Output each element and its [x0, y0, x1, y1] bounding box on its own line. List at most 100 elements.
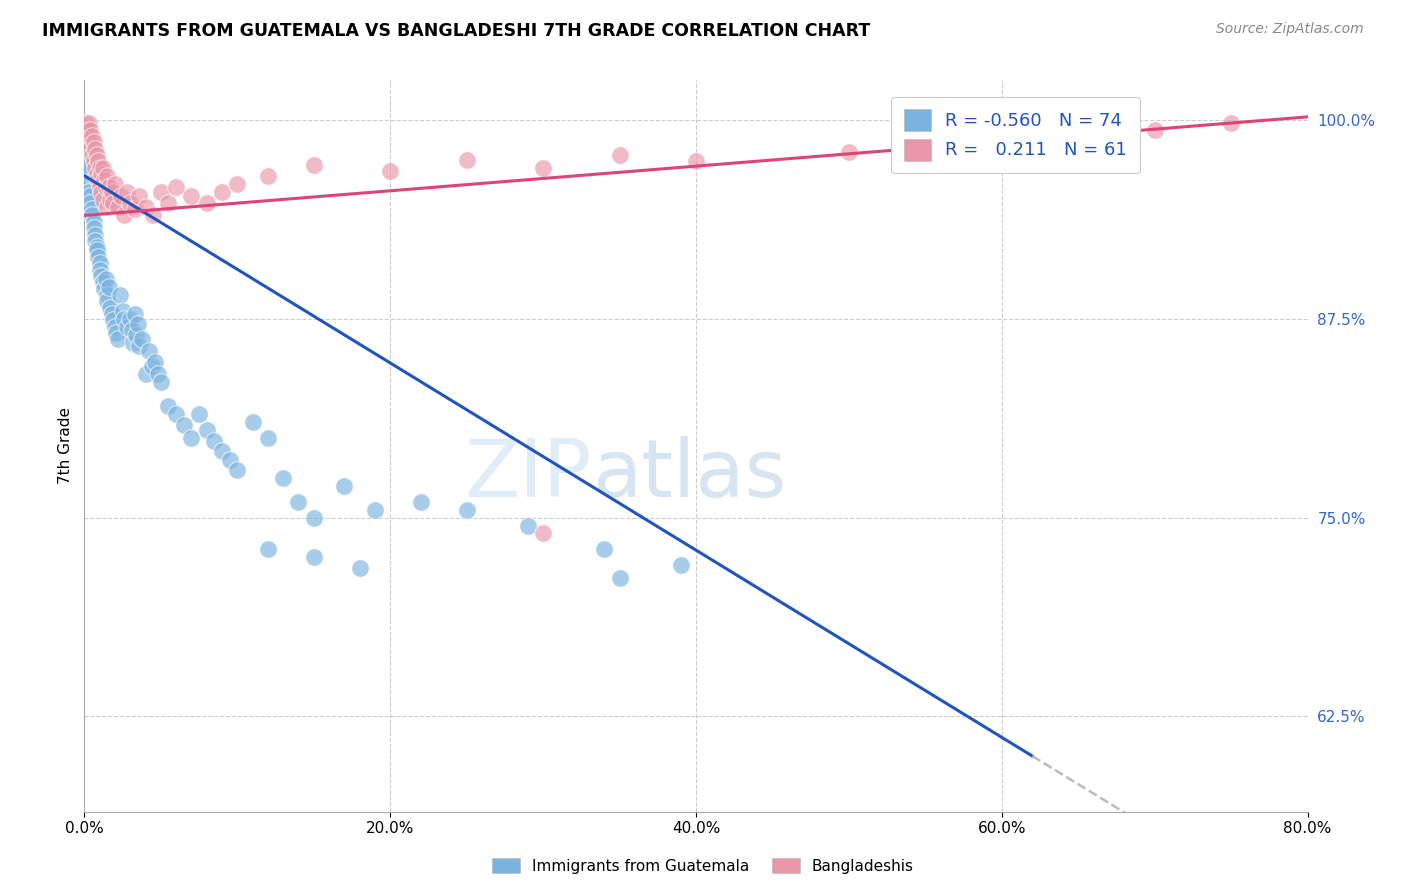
Point — [90, 268, 112, 283]
Point — [146, 368, 169, 382]
Point — [516, 518, 538, 533]
Point — [97, 280, 120, 294]
Point — [94, 179, 117, 194]
Point — [76, 157, 98, 171]
Text: Source: ZipAtlas.com: Source: ZipAtlas.com — [1216, 22, 1364, 37]
Point — [257, 169, 280, 183]
Point — [76, 122, 98, 136]
Point — [104, 319, 127, 334]
Point — [80, 209, 103, 223]
Point — [173, 418, 195, 433]
Point — [302, 157, 325, 171]
Point — [202, 434, 225, 449]
Point — [76, 128, 98, 143]
Point — [87, 154, 110, 169]
Point — [80, 128, 103, 143]
Point — [838, 145, 860, 159]
Point — [90, 167, 112, 181]
Point — [80, 148, 103, 162]
Point — [91, 193, 114, 207]
Point — [90, 186, 112, 201]
Point — [287, 494, 309, 508]
Point — [84, 142, 107, 156]
Point — [141, 359, 163, 374]
Point — [165, 407, 187, 421]
Point — [79, 122, 101, 136]
Point — [149, 185, 172, 199]
Point — [87, 250, 110, 264]
Point — [97, 179, 120, 194]
Point — [218, 453, 240, 467]
Point — [89, 262, 111, 277]
Point — [364, 502, 387, 516]
Point — [83, 136, 105, 150]
Point — [135, 201, 157, 215]
Point — [142, 209, 165, 223]
Point — [84, 161, 107, 175]
Point — [157, 399, 180, 413]
Point — [79, 189, 101, 203]
Point — [1067, 128, 1090, 143]
Point — [98, 301, 121, 315]
Point — [211, 443, 233, 458]
Point — [103, 313, 125, 327]
Point — [80, 202, 103, 216]
Point — [302, 550, 325, 565]
Point — [75, 164, 97, 178]
Point — [111, 303, 134, 318]
Point — [96, 294, 118, 309]
Point — [115, 319, 138, 334]
Text: ZIP: ZIP — [464, 436, 592, 515]
Point — [271, 471, 294, 485]
Point — [226, 463, 249, 477]
Point — [83, 221, 105, 235]
Point — [101, 307, 124, 321]
Point — [120, 195, 142, 210]
Point — [211, 185, 233, 199]
Point — [685, 154, 707, 169]
Point — [77, 185, 100, 199]
Point — [86, 244, 108, 258]
Point — [93, 173, 115, 187]
Point — [456, 502, 478, 516]
Point — [669, 558, 692, 573]
Point — [112, 311, 135, 326]
Point — [89, 179, 111, 194]
Point — [1220, 116, 1243, 130]
Point — [79, 142, 101, 156]
Point — [79, 195, 101, 210]
Point — [380, 164, 402, 178]
Point — [84, 227, 107, 242]
Point — [991, 136, 1014, 150]
Legend: Immigrants from Guatemala, Bangladeshis: Immigrants from Guatemala, Bangladeshis — [486, 852, 920, 880]
Point — [257, 431, 280, 445]
Point — [180, 189, 202, 203]
Point — [96, 288, 118, 302]
Point — [120, 311, 142, 326]
Point — [77, 177, 100, 191]
Y-axis label: 7th Grade: 7th Grade — [58, 408, 73, 484]
Point — [75, 116, 97, 130]
Point — [89, 161, 111, 175]
Point — [609, 148, 631, 162]
Point — [107, 333, 129, 347]
Legend: R = -0.560   N = 74, R =   0.211   N = 61: R = -0.560 N = 74, R = 0.211 N = 61 — [891, 96, 1139, 173]
Point — [143, 355, 166, 369]
Point — [98, 193, 121, 207]
Point — [125, 327, 148, 342]
Point — [128, 339, 150, 353]
Point — [93, 282, 115, 296]
Point — [110, 189, 132, 203]
Point — [86, 167, 108, 181]
Point — [349, 561, 371, 575]
Point — [87, 173, 110, 187]
Point — [165, 179, 187, 194]
Point — [101, 185, 124, 199]
Point — [94, 272, 117, 286]
Point — [89, 256, 111, 270]
Point — [409, 494, 432, 508]
Point — [531, 526, 554, 541]
Point — [157, 195, 180, 210]
Point — [149, 376, 172, 390]
Point — [96, 169, 118, 183]
